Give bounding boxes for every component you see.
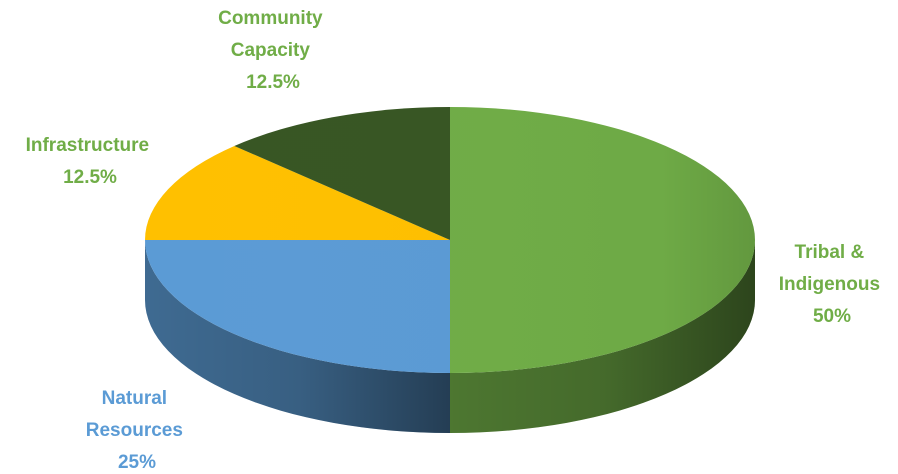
pie-top-shading xyxy=(145,107,755,373)
slice-label-infrastructure-percent: 12.5% xyxy=(63,167,117,188)
slice-label-infrastructure: Infrastructure 12.5% xyxy=(26,135,155,188)
slice-label-tribal-indigenous: Tribal & Indigenous 50% xyxy=(779,242,886,327)
slice-label-community-capacity-line2: Capacity xyxy=(231,40,311,61)
slice-label-community-capacity-line1: Community xyxy=(218,8,323,29)
slice-label-community-capacity: Community Capacity 12.5% xyxy=(218,8,328,93)
slice-side-shading-tribal-indigenous xyxy=(450,240,755,433)
slice-label-natural-resources-line1: Natural xyxy=(102,388,167,409)
slice-label-community-capacity-percent: 12.5% xyxy=(246,72,300,93)
slice-label-natural-resources-line2: Resources xyxy=(86,420,183,441)
slice-label-tribal-indigenous-line1: Tribal & xyxy=(795,242,865,263)
pie-label-layer: Tribal & Indigenous 50% Natural Resource… xyxy=(26,8,886,473)
pie-top-layer xyxy=(145,107,755,373)
pie-side-layer xyxy=(145,240,755,433)
slice-label-natural-resources: Natural Resources 25% xyxy=(86,388,188,473)
slice-label-natural-resources-percent: 25% xyxy=(118,452,156,473)
slice-side-shading-natural-resources xyxy=(145,240,450,433)
slice-label-infrastructure-line1: Infrastructure xyxy=(26,135,150,156)
slice-label-tribal-indigenous-line2: Indigenous xyxy=(779,274,880,295)
slice-label-tribal-indigenous-percent: 50% xyxy=(813,306,851,327)
